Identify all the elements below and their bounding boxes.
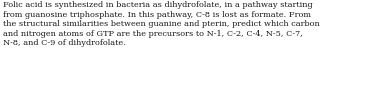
Text: Folic acid is synthesized in bacteria as dihydrofolate, in a pathway starting
fr: Folic acid is synthesized in bacteria as… (3, 1, 320, 47)
